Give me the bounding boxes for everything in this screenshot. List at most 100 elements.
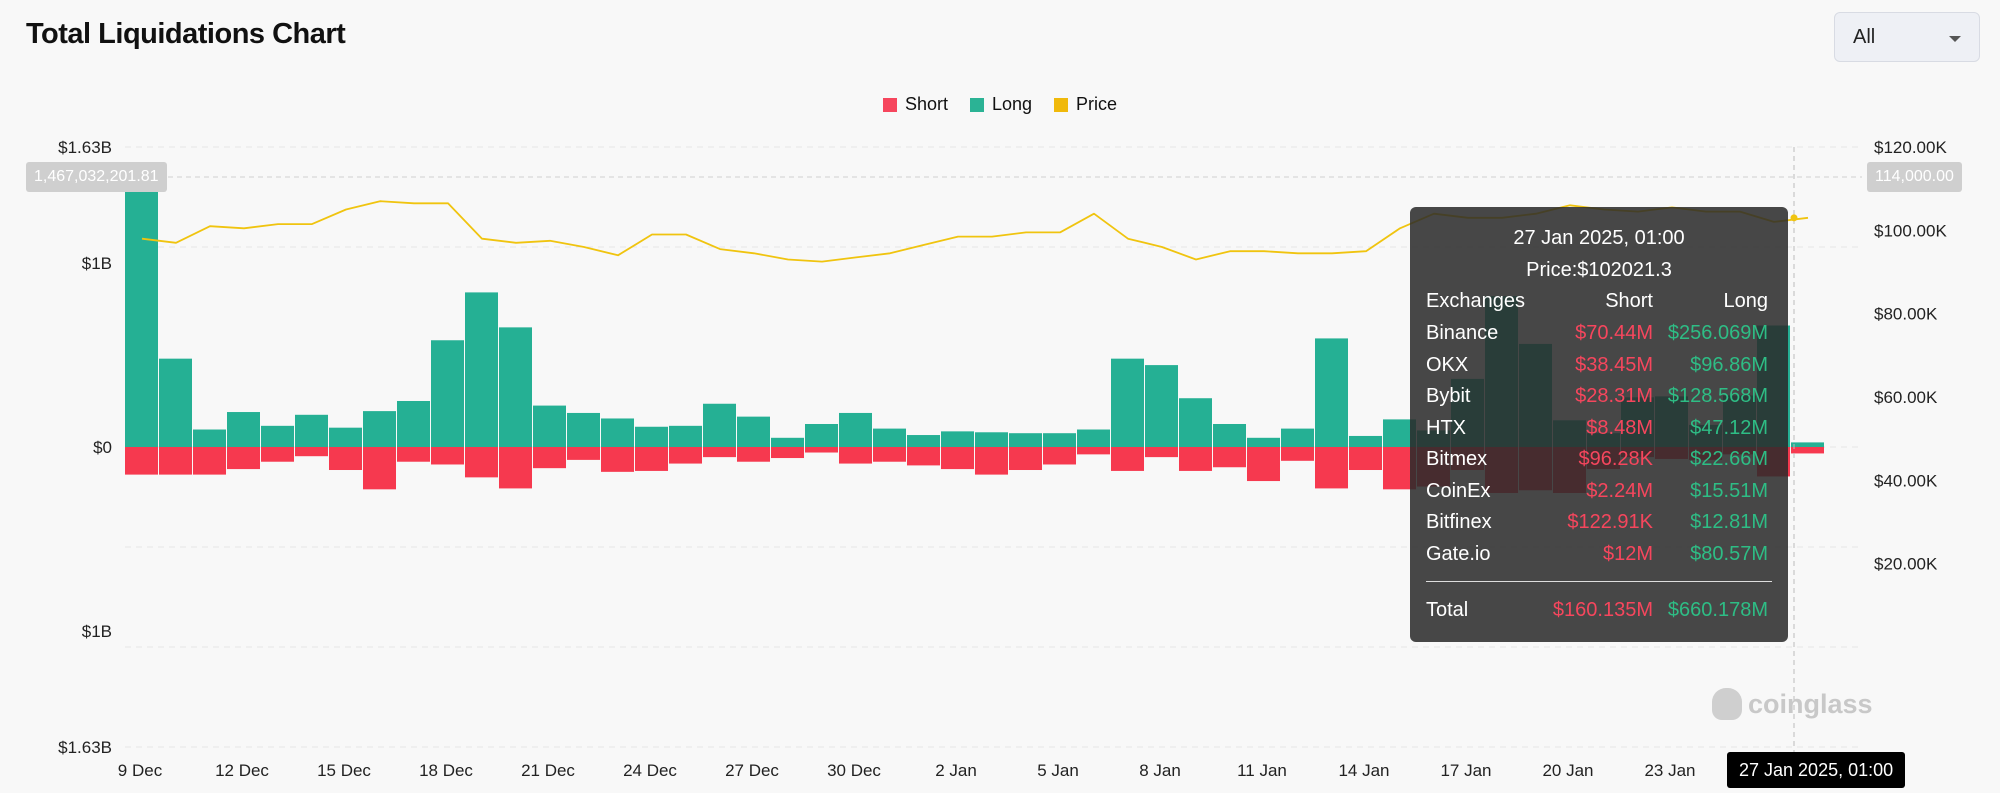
long-bar [1043, 433, 1076, 447]
legend-short[interactable]: Short [882, 94, 948, 115]
short-bar [397, 447, 430, 462]
x-tick-label: 11 Jan [1237, 761, 1287, 780]
tooltip-date: 27 Jan 2025, 01:00 [1513, 227, 1685, 249]
long-bar [669, 425, 702, 447]
short-bar [635, 447, 668, 471]
tooltip-row: Bitmex $96.28K $22.66M [1426, 448, 1768, 476]
tooltip-total-row: Total $160.135M $660.178M [1426, 599, 1768, 627]
long-bar [1111, 358, 1144, 447]
tooltip-header-short: Short [1605, 290, 1653, 312]
y-right-tick-label: $120.00K [1874, 138, 1947, 157]
x-tick-label: 23 Jan [1644, 761, 1695, 780]
coinglass-watermark: coinglass [1712, 688, 1873, 720]
long-bar [465, 292, 498, 447]
long-bar [1179, 398, 1212, 447]
x-tick-label: 14 Jan [1338, 761, 1389, 780]
tooltip-total-long: $660.178M [1667, 599, 1768, 621]
short-bar [261, 447, 294, 462]
dropdown-value: All [1853, 26, 1876, 48]
short-bar [1179, 447, 1212, 471]
long-bar [1791, 442, 1824, 447]
y-left-tick-label: $1B [82, 254, 112, 273]
legend-label-long: Long [991, 94, 1033, 114]
long-bar [1213, 423, 1246, 447]
tooltip-long: $80.57M [1690, 543, 1768, 565]
short-bar [1043, 447, 1076, 465]
long-bar [703, 403, 736, 447]
long-bar [1009, 433, 1042, 447]
tooltip-exchange: Gate.io [1426, 543, 1491, 565]
short-bar [499, 447, 532, 489]
legend-price[interactable]: Price [1054, 94, 1117, 115]
tooltip-long: $128.568M [1667, 385, 1768, 407]
tooltip-short: $8.48M [1586, 417, 1653, 439]
long-bar [771, 437, 804, 447]
x-tick-label: 27 Dec [725, 761, 779, 780]
y-right-tick-label: $40.00K [1874, 471, 1938, 490]
tooltip-long: $256.069M [1667, 322, 1768, 344]
long-bar [941, 431, 974, 447]
tooltip-row: Gate.io $12M $80.57M [1426, 543, 1768, 571]
tooltip-long: $96.86M [1690, 354, 1768, 376]
y-right-tick-label: $100.00K [1874, 221, 1947, 240]
x-tick-label: 30 Dec [827, 761, 881, 780]
tooltip-row: HTX $8.48M $47.12M [1426, 417, 1768, 445]
tooltip-short: $2.24M [1586, 480, 1653, 502]
short-bar [125, 447, 158, 475]
tooltip-short: $122.91K [1567, 511, 1653, 533]
y-right-tick-label: $80.00K [1874, 305, 1938, 324]
long-bar [1315, 338, 1348, 447]
y-right-tick-label: $20.00K [1874, 555, 1938, 574]
tooltip-short: $12M [1602, 543, 1653, 565]
short-bar [1247, 447, 1280, 482]
tooltip-price: Price:$102021.3 [1526, 259, 1672, 281]
long-bar [329, 427, 362, 447]
chart-legend: Short Long Price [0, 94, 2000, 115]
short-bar [1213, 447, 1246, 468]
short-bar [1009, 447, 1042, 471]
tooltip-exchange: Binance [1426, 322, 1499, 344]
x-tick-label: 24 Dec [623, 761, 677, 780]
short-bar [533, 447, 566, 469]
short-bar [567, 447, 600, 460]
crosshair-left-label: 1,467,032,201.81 [26, 162, 167, 192]
tooltip-row: Binance $70.44M $256.069M [1426, 322, 1768, 350]
x-tick-label: 5 Jan [1037, 761, 1079, 780]
x-tick-label: 17 Jan [1440, 761, 1491, 780]
long-bar [1145, 365, 1178, 447]
tooltip-long: $47.12M [1690, 417, 1768, 439]
x-tick-label: 12 Dec [215, 761, 269, 780]
short-bar [329, 447, 362, 471]
tooltip-long: $15.51M [1690, 480, 1768, 502]
tooltip-short: $38.45M [1575, 354, 1653, 376]
long-bar [975, 432, 1008, 447]
tooltip-row: Bitfinex $122.91K $12.81M [1426, 511, 1768, 539]
short-bar [227, 447, 260, 470]
tooltip-exchange: Bitfinex [1426, 511, 1492, 533]
y-left-tick-label: $0 [93, 438, 112, 457]
chart-tooltip: 27 Jan 2025, 01:00 Price:$102021.3 Excha… [1410, 207, 1788, 642]
long-bar [1281, 428, 1314, 447]
x-tick-label: 2 Jan [935, 761, 977, 780]
tooltip-header-exchange: Exchanges [1426, 290, 1525, 312]
exchange-filter-dropdown[interactable]: All [1834, 12, 1980, 62]
short-bar [907, 447, 940, 466]
tooltip-row: CoinEx $2.24M $15.51M [1426, 480, 1768, 508]
short-bar [363, 447, 396, 490]
x-tick-label: 20 Jan [1542, 761, 1593, 780]
legend-long[interactable]: Long [969, 94, 1033, 115]
x-tick-label: 15 Dec [317, 761, 371, 780]
short-bar [1145, 447, 1178, 458]
long-bar [839, 412, 872, 447]
long-bar [601, 418, 634, 447]
short-bar [703, 447, 736, 458]
long-bar [737, 416, 770, 447]
y-right-tick-label: $60.00K [1874, 388, 1938, 407]
legend-label-short: Short [904, 94, 948, 114]
long-bar [567, 412, 600, 447]
x-tick-label: 8 Jan [1139, 761, 1181, 780]
long-bar [193, 429, 226, 447]
tooltip-short: $28.31M [1575, 385, 1653, 407]
long-bar [1349, 435, 1382, 447]
long-bar [159, 358, 192, 447]
